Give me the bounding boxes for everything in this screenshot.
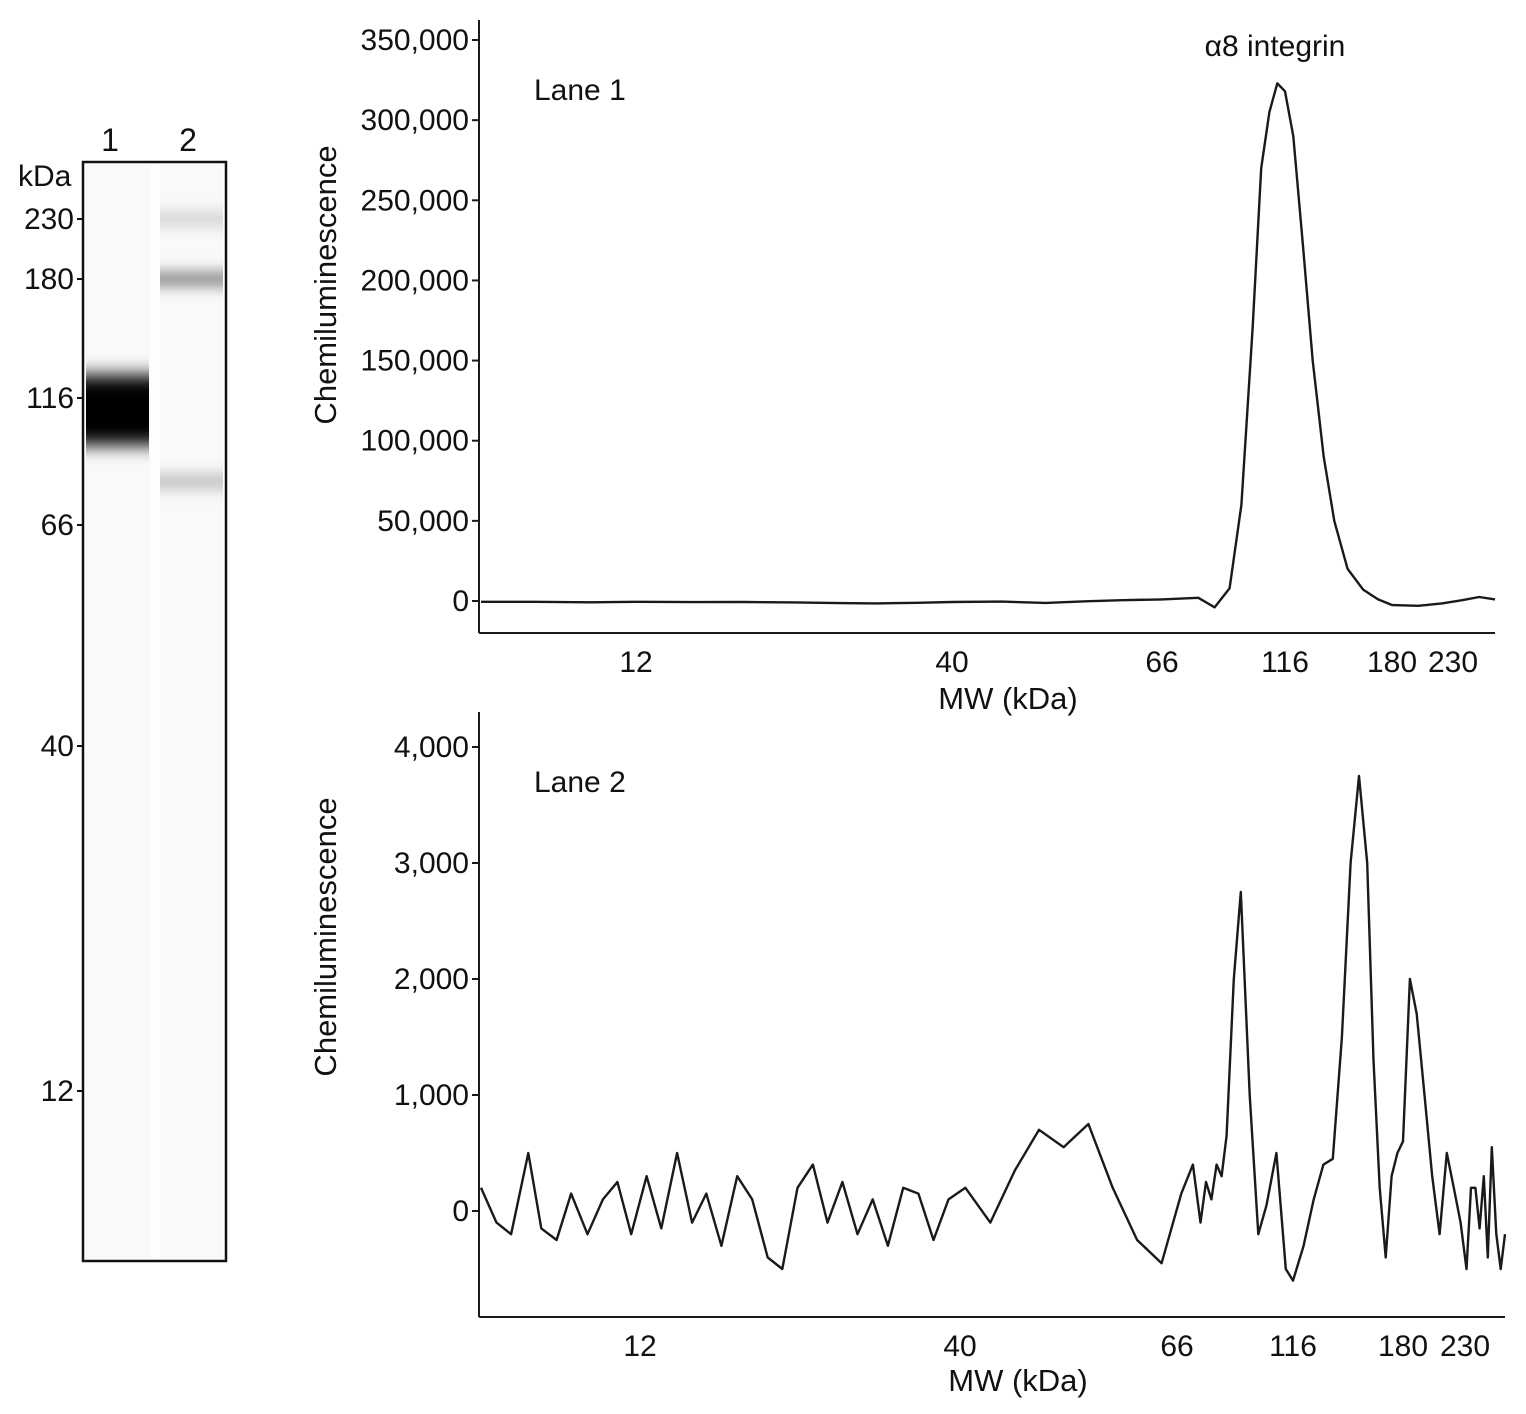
x-tick-label: 40 — [943, 1330, 976, 1363]
gel-band — [160, 272, 223, 286]
gel-marker-label: 12 — [41, 1075, 74, 1108]
y-axis-title: Chemiluminescence — [308, 145, 343, 424]
y-tick-label: 350,000 — [361, 24, 469, 57]
y-axis-title: Chemiluminescence — [308, 797, 343, 1076]
y-tick-label: 50,000 — [377, 505, 469, 538]
gel-band — [160, 474, 223, 489]
panel-label: Lane 1 — [534, 74, 626, 107]
gel-marker-label: 180 — [24, 263, 74, 296]
gel-lane-1-background — [86, 164, 150, 1259]
y-tick-label: 150,000 — [361, 345, 469, 378]
x-tick-label: 230 — [1440, 1330, 1490, 1363]
x-tick-label: 116 — [1269, 1330, 1317, 1363]
y-tick-label: 0 — [452, 1195, 469, 1228]
gel-lane-2-background — [160, 164, 223, 1259]
y-tick-label: 1,000 — [394, 1079, 469, 1112]
gel-markers: 230 180 116 66 40 12 — [24, 203, 83, 1108]
gel-marker-label: 66 — [41, 509, 74, 542]
y-tick-group: 0 50,000 100,000 150,000 200,000 250,000 300,0… — [361, 24, 479, 618]
gel-band — [160, 212, 223, 226]
gel-lane-label: 2 — [179, 122, 197, 158]
y-tick-label: 0 — [452, 585, 469, 618]
peak-annotation: α8 integrin — [1205, 30, 1346, 63]
x-tick-label: 116 — [1261, 646, 1309, 679]
lane2-chart: 0 1,000 2,000 3,000 4,000 12 40 66 116 180 230 MW… — [308, 712, 1507, 1398]
lane2-trace-line — [479, 774, 1507, 1282]
x-tick-label: 180 — [1378, 1330, 1428, 1363]
x-tick-label: 230 — [1428, 646, 1478, 679]
y-tick-label: 100,000 — [361, 425, 469, 458]
y-tick-label: 250,000 — [361, 184, 469, 217]
gel-marker-label: 116 — [26, 382, 74, 415]
x-tick-label: 12 — [623, 1330, 656, 1363]
y-tick-label: 3,000 — [394, 847, 469, 880]
x-axis-title: MW (kDa) — [948, 1363, 1087, 1398]
gel-marker-label: 40 — [41, 730, 74, 763]
y-tick-label: 2,000 — [394, 963, 469, 996]
gel-lane-label: 1 — [101, 122, 119, 158]
gel-image: 1 2 kDa 230 180 116 66 40 12 — [18, 122, 228, 1263]
lane1-trace-line — [481, 82, 1496, 609]
x-tick-group: 12 40 66 116 180 230 — [619, 646, 1478, 679]
y-tick-label: 200,000 — [361, 264, 469, 297]
gel-marker-label: 230 — [24, 203, 74, 236]
x-tick-label: 180 — [1367, 646, 1417, 679]
x-axis-title: MW (kDa) — [938, 681, 1077, 716]
gel-unit-label: kDa — [18, 160, 72, 193]
x-tick-group: 12 40 66 116 180 230 — [623, 1330, 1490, 1363]
x-tick-label: 12 — [619, 646, 652, 679]
y-tick-label: 4,000 — [394, 731, 469, 764]
y-tick-group: 0 1,000 2,000 3,000 4,000 — [394, 731, 479, 1228]
gel-bands — [86, 212, 223, 489]
x-tick-label: 66 — [1160, 1330, 1193, 1363]
lane1-chart: 0 50,000 100,000 150,000 200,000 250,000 300,0… — [308, 20, 1496, 716]
y-tick-label: 300,000 — [361, 104, 469, 137]
panel-label: Lane 2 — [534, 766, 626, 799]
gel-band — [86, 375, 149, 445]
x-tick-label: 66 — [1145, 646, 1178, 679]
x-tick-label: 40 — [935, 646, 968, 679]
